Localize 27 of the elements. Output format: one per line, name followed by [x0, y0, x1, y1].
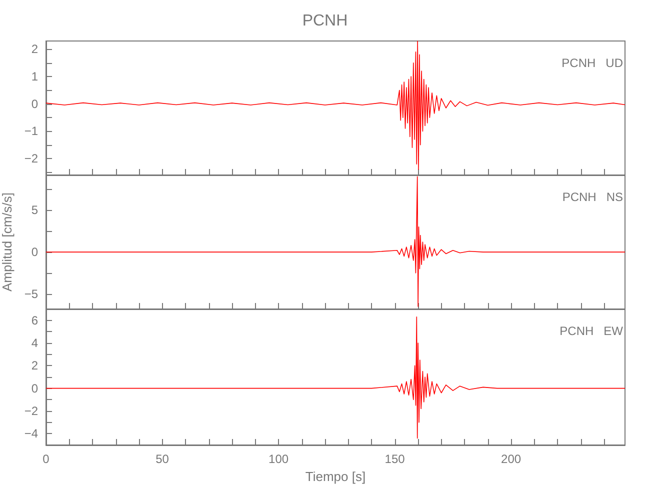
y-tick-label: 5 [31, 203, 38, 218]
x-tick-label: 100 [268, 452, 289, 466]
y-tick-label: 6 [31, 313, 38, 328]
annotation: PCNH UD [562, 56, 624, 70]
y-tick-label: −5 [24, 286, 38, 301]
y-tick-label: 0 [31, 96, 38, 111]
line-series [46, 316, 626, 439]
chart-title: PCNH [302, 12, 348, 30]
annotation: PCNH NS [562, 190, 624, 204]
y-tick-label: −1 [24, 124, 38, 138]
y-tick-label: 0 [31, 381, 38, 396]
y-axis-title: Amplitud [cm/s/s] [0, 192, 14, 292]
y-tick-label: −4 [24, 426, 38, 441]
annotation: PCNH EW [560, 324, 624, 338]
y-tick-label: 2 [31, 358, 38, 373]
x-tick-label: 50 [156, 452, 170, 466]
y-tick-label: −2 [24, 152, 38, 166]
y-tick-label: −2 [24, 404, 38, 418]
y-tick-label: 4 [31, 336, 38, 350]
y-tick-label: 0 [31, 245, 38, 260]
x-tick-label: 200 [501, 452, 522, 466]
x-axis-title: Tiempo [s] [305, 468, 366, 484]
x-tick-label: 150 [384, 452, 406, 466]
y-tick-label: 1 [31, 70, 38, 84]
line-series [46, 40, 626, 170]
y-tick-label: 2 [31, 42, 38, 56]
x-tick-label: 0 [42, 452, 50, 466]
